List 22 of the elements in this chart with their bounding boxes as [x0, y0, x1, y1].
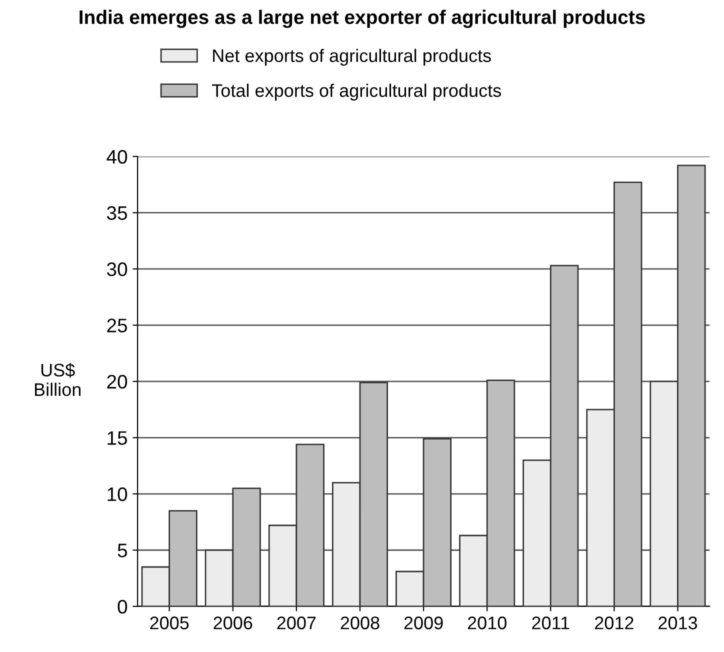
chart-title: India emerges as a large net exporter of agricultural products — [80, 10, 645, 28]
y-tick-label: 20 — [107, 374, 128, 389]
x-tick-label: 2010 — [468, 616, 506, 630]
x-tick-label: 2008 — [340, 616, 380, 630]
x-tick-label: 2006 — [214, 616, 252, 630]
x-tick-label: 2013 — [658, 616, 698, 630]
legend-label: Total exports of agricultural products — [212, 84, 501, 101]
legend-label: Net exports of agricultural products — [213, 48, 491, 66]
y-tick-label: 30 — [106, 262, 128, 276]
x-tick-label: 2012 — [595, 616, 634, 630]
x-tick-label: 2005 — [150, 616, 189, 630]
y-axis-title: US$ Billion — [34, 363, 81, 396]
y-tick-label: 15 — [108, 431, 128, 445]
y-tick-label: 40 — [106, 150, 128, 164]
x-tick-label: 2009 — [404, 616, 443, 630]
y-tick-label: 5 — [118, 544, 128, 558]
y-tick-label: 0 — [118, 600, 128, 614]
x-tick-label: 2011 — [532, 616, 570, 630]
x-tick-label: 2007 — [277, 616, 316, 630]
y-tick-label: 25 — [107, 318, 128, 332]
y-tick-label: 35 — [106, 206, 128, 220]
y-tick-label: 10 — [108, 487, 128, 502]
